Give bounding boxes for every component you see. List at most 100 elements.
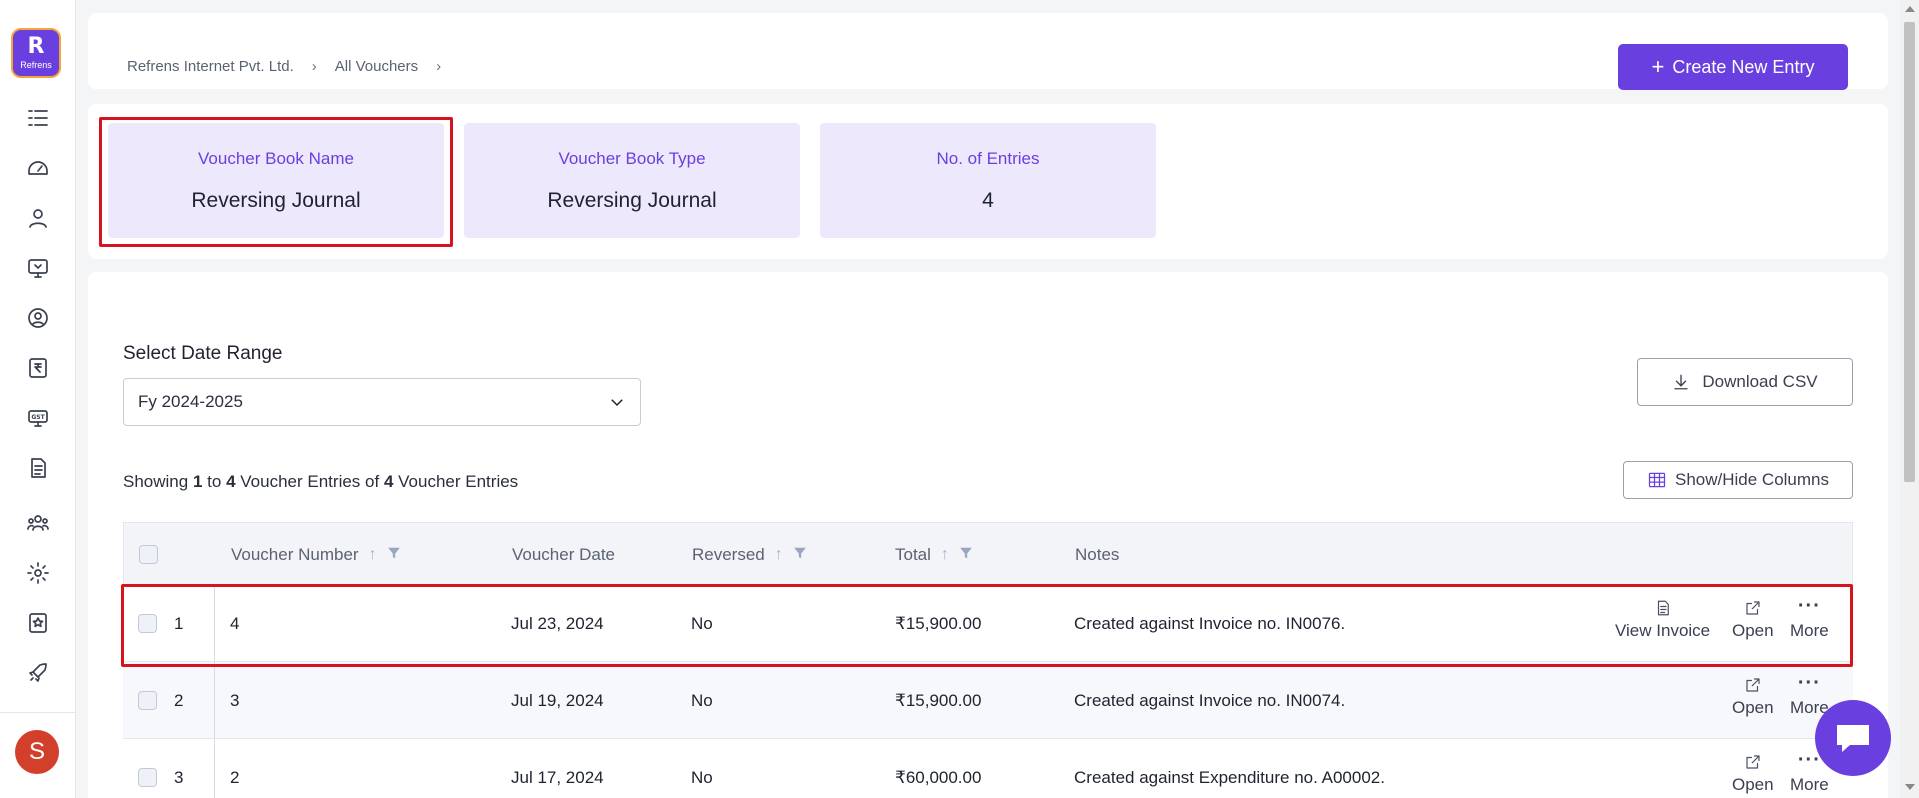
invoice-icon: [1657, 600, 1669, 616]
scroll-thumb[interactable]: [1904, 22, 1915, 482]
row-select-cell: [138, 585, 157, 662]
table-row[interactable]: 3 2 Jul 17, 2024 No ₹60,000.00 Created a…: [123, 739, 1853, 798]
select-all-checkbox[interactable]: [139, 545, 158, 564]
col-notes-label: Notes: [1075, 544, 1120, 564]
download-csv-label: Download CSV: [1702, 372, 1818, 391]
voucher-number-cell: 4: [230, 613, 240, 633]
rupee-icon[interactable]: [24, 354, 52, 382]
voucher-book-name-label: Voucher Book Name: [198, 149, 354, 168]
table-row[interactable]: 2 3 Jul 19, 2024 No ₹15,900.00 Created a…: [123, 662, 1853, 739]
avatar[interactable]: S: [15, 730, 59, 774]
breadcrumb-all-vouchers[interactable]: All Vouchers: [334, 58, 419, 75]
settings-icon[interactable]: [24, 559, 52, 587]
more-button[interactable]: ··· More: [1790, 596, 1829, 641]
rocket-icon[interactable]: [24, 659, 52, 687]
col-voucher-date[interactable]: Voucher Date: [512, 523, 615, 586]
sort-arrow-icon[interactable]: ↑: [368, 545, 377, 563]
refrens-logo[interactable]: R Refrens: [11, 28, 61, 78]
voucher-date-cell: Jul 19, 2024: [511, 690, 604, 710]
scroll-up-arrow-icon[interactable]: [1905, 6, 1915, 12]
table-row[interactable]: 1 4 Jul 23, 2024 No ₹15,900.00 Created a…: [123, 585, 1853, 662]
entries-count-value: 4: [982, 189, 994, 212]
sidebar: R Refrens GST S: [0, 0, 76, 798]
logo-mark: R: [27, 34, 45, 59]
notes-cell: Created against Expenditure no. A00002.: [1074, 767, 1385, 787]
col-voucher-number-label: Voucher Number: [231, 544, 359, 564]
svg-text:GST: GST: [31, 414, 45, 421]
entries-count-card: No. of Entries 4: [820, 123, 1156, 238]
external-link-icon: [1746, 678, 1760, 692]
reversed-cell: No: [691, 613, 713, 633]
filter-icon[interactable]: [793, 545, 807, 565]
voucher-book-type-card: Voucher Book Type Reversing Journal: [464, 123, 800, 238]
select-all-cell: [139, 523, 158, 586]
entries-count-label: No. of Entries: [936, 149, 1040, 168]
col-notes[interactable]: Notes: [1075, 523, 1119, 586]
date-range-value: Fy 2024-2025: [138, 392, 243, 411]
summary-to-word: to: [207, 472, 222, 491]
monitor-icon[interactable]: [24, 254, 52, 282]
breadcrumb: Refrens Internet Pvt. Ltd. › All Voucher…: [127, 58, 441, 75]
user-icon[interactable]: [24, 204, 52, 232]
breadcrumb-company[interactable]: Refrens Internet Pvt. Ltd.: [127, 58, 294, 75]
filter-icon[interactable]: [959, 545, 973, 565]
more-label: More: [1790, 621, 1829, 640]
more-label: More: [1790, 698, 1829, 717]
row-checkbox[interactable]: [138, 614, 157, 633]
table-header: Voucher Number ↑ Voucher Date Reversed ↑…: [123, 522, 1853, 585]
view-invoice-button[interactable]: View Invoice: [1615, 599, 1710, 641]
list-icon[interactable]: [24, 104, 52, 132]
open-button[interactable]: Open: [1732, 676, 1774, 718]
row-select-cell: [138, 739, 157, 798]
row-index: 2: [174, 690, 184, 710]
open-label: Open: [1732, 698, 1774, 717]
document-icon[interactable]: [24, 454, 52, 482]
filter-icon[interactable]: [387, 545, 401, 565]
voucher-book-info-card: Voucher Book Name Reversing Journal Vouc…: [88, 104, 1888, 259]
create-new-entry-button[interactable]: + Create New Entry: [1618, 44, 1848, 90]
row-checkbox[interactable]: [138, 768, 157, 787]
voucher-book-type-value: Reversing Journal: [547, 189, 717, 212]
col-reversed[interactable]: Reversed ↑: [692, 523, 807, 586]
show-hide-columns-button[interactable]: Show/Hide Columns: [1623, 461, 1853, 499]
profile-icon[interactable]: [24, 304, 52, 332]
external-link-icon: [1746, 601, 1760, 615]
index-divider: [214, 585, 215, 661]
sort-arrow-icon[interactable]: ↑: [940, 545, 949, 563]
open-button[interactable]: Open: [1732, 599, 1774, 641]
more-dots-icon: ···: [1797, 672, 1821, 694]
voucher-number-cell: 3: [230, 690, 240, 710]
summary-entries-word: Voucher Entries: [240, 472, 361, 491]
open-button[interactable]: Open: [1732, 753, 1774, 795]
reversed-cell: No: [691, 767, 713, 787]
more-button[interactable]: ··· More: [1790, 750, 1829, 795]
star-icon[interactable]: [24, 609, 52, 637]
voucher-book-name-card: Voucher Book Name Reversing Journal: [108, 123, 444, 238]
page-scrollbar[interactable]: [1900, 0, 1919, 798]
row-index: 1: [174, 613, 184, 633]
sidebar-divider: [0, 712, 76, 713]
row-select-cell: [138, 662, 157, 739]
notes-cell: Created against Invoice no. IN0074.: [1074, 690, 1346, 710]
plus-icon: +: [1651, 54, 1665, 79]
open-label: Open: [1732, 775, 1774, 794]
col-reversed-label: Reversed: [692, 544, 765, 564]
entries-summary: Showing 1 to 4 Voucher Entries of 4 Vouc…: [123, 472, 518, 492]
summary-to: 4: [226, 472, 236, 491]
sort-arrow-icon[interactable]: ↑: [774, 545, 783, 563]
chat-button[interactable]: [1815, 700, 1891, 776]
date-range-select[interactable]: Fy 2024-2025: [123, 378, 641, 426]
team-icon[interactable]: [24, 509, 52, 537]
scroll-down-arrow-icon[interactable]: [1905, 784, 1915, 790]
col-voucher-number[interactable]: Voucher Number ↑: [231, 523, 401, 586]
index-divider: [214, 739, 215, 798]
gst-icon[interactable]: GST: [24, 404, 52, 432]
more-button[interactable]: ··· More: [1790, 672, 1829, 718]
dashboard-icon[interactable]: [24, 154, 52, 182]
highlight-box: [99, 117, 453, 247]
row-checkbox[interactable]: [138, 691, 157, 710]
summary-total: 4: [383, 472, 394, 491]
download-csv-button[interactable]: Download CSV: [1637, 358, 1853, 406]
voucher-number-cell: 2: [230, 767, 240, 787]
col-total[interactable]: Total ↑: [895, 523, 973, 586]
